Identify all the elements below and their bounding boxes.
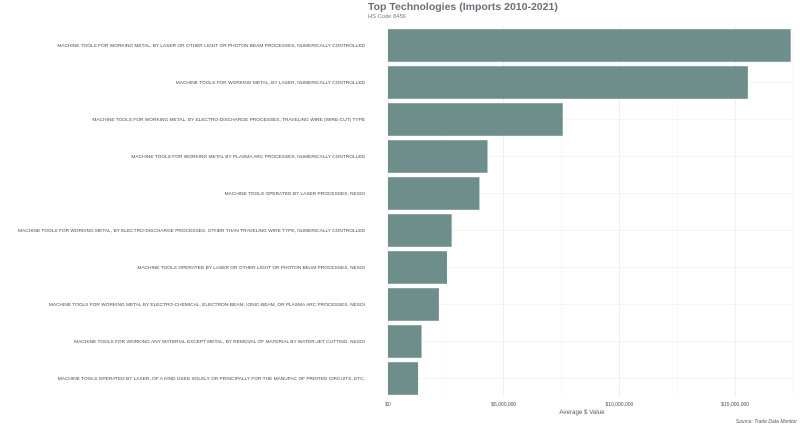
bar [388,177,480,210]
category-label: MACHINE TOOLS OPERATED BY LASER, OF A KI… [58,376,365,382]
category-label: MACHINE TOOLS FOR WORKING ANY MATERIAL E… [74,339,365,345]
bar [388,325,422,358]
x-tick-label: $10,000,000 [606,402,634,408]
bar [388,103,563,136]
category-label: MACHINE TOOLS OPERATED BY LASER PROCESSE… [225,191,365,197]
bar [388,29,791,62]
x-tick-label: $5,000,000 [491,402,516,408]
category-labels: MACHINE TOOLS FOR WORKING METAL, BY LASE… [18,43,365,382]
category-label: MACHINE TOOLS FOR WORKING METAL, BY LASE… [57,43,365,49]
category-label: MACHINE TOOLS FOR WORKING METAL, BY ELEC… [18,228,365,234]
category-label: MACHINE TOOLS FOR WORKING METAL, BY LASE… [176,80,366,86]
chart-subtitle: HS Code 8456 [368,14,407,20]
bar [388,66,748,99]
bar [388,251,448,284]
x-tick-label: $0 [385,402,391,408]
x-tick-labels: $0 $5,000,000 $10,000,000 $15,000,000 [385,402,749,408]
bar [388,288,439,321]
chart-title: Top Technologies (Imports 2010-2021) [368,1,558,13]
x-tick-label: $15,000,000 [721,402,749,408]
x-axis-title: Average $ Value [559,409,605,416]
bar [388,214,452,247]
bar-group [388,29,791,395]
category-label: MACHINE TOOLS OPERATED BY LASER OR OTHER… [137,265,365,271]
category-label: MACHINE TOOLS FOR WORKING METAL BY ELECT… [49,302,365,308]
category-label: MACHINE TOOLS FOR WORKING METAL BY PLASM… [131,154,365,160]
category-label: MACHINE TOOLS FOR WORKING METAL, BY ELEC… [92,117,365,123]
bar [388,362,419,395]
source-note: Source: Trade Data Monitor [736,419,798,425]
bar [388,140,488,173]
